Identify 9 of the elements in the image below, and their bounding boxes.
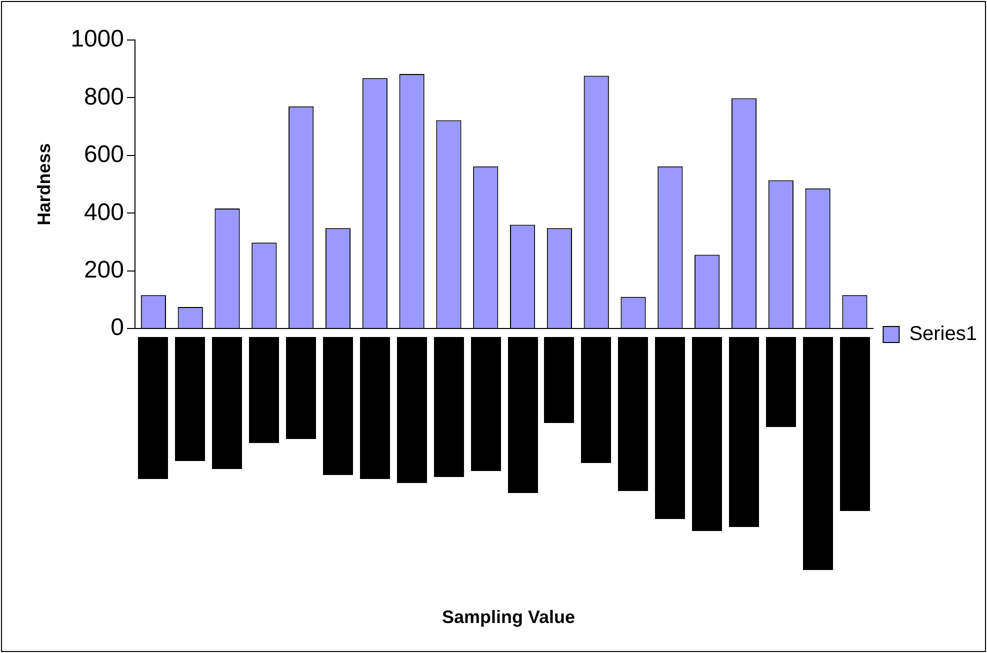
legend-label: Series1: [909, 323, 977, 346]
y-axis-title: Hardness: [34, 143, 54, 226]
text: Sampling Value: [442, 607, 576, 628]
y-tick-label: 800: [84, 83, 124, 110]
y-tick-label: 600: [84, 141, 124, 168]
y-tick-label: 400: [84, 198, 124, 226]
y-tick-label: 200: [84, 256, 124, 284]
y-tick-label: 0: [110, 314, 124, 342]
y-tick-label: 1000: [70, 26, 124, 53]
